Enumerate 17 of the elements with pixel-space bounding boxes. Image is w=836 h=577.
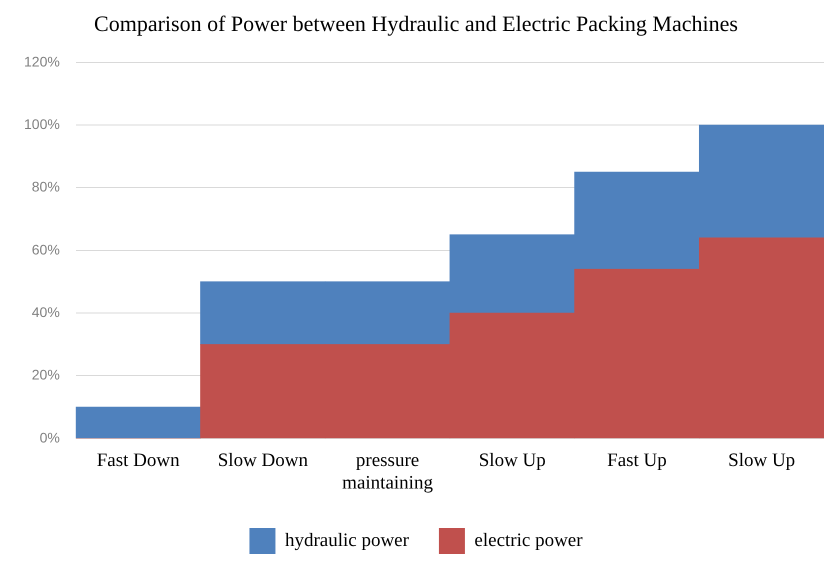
x-tick-label: Slow Up xyxy=(478,450,546,471)
x-tick-label: Fast Up xyxy=(607,450,667,471)
x-tick-label: Slow Down xyxy=(218,450,308,471)
y-tick-label: 60% xyxy=(32,241,60,258)
legend-label: hydraulic power xyxy=(284,530,410,551)
y-tick-label: 100% xyxy=(24,116,60,132)
x-tick-label: Slow Up xyxy=(728,450,796,471)
y-tick-label: 120% xyxy=(24,53,60,70)
bar xyxy=(76,406,201,438)
y-tick-label: 0% xyxy=(40,429,60,446)
y-tick-label: 80% xyxy=(32,178,60,195)
y-tick-label: 40% xyxy=(32,304,60,320)
x-tick-label: Fast Down xyxy=(96,450,180,471)
y-tick-label: 20% xyxy=(32,366,60,383)
x-tick-label: pressure maintaining xyxy=(342,450,434,494)
chart-title: Comparison of Power between Hydraulic and Electric Packing Machines xyxy=(94,10,738,36)
legend-label: electric power xyxy=(474,530,584,551)
